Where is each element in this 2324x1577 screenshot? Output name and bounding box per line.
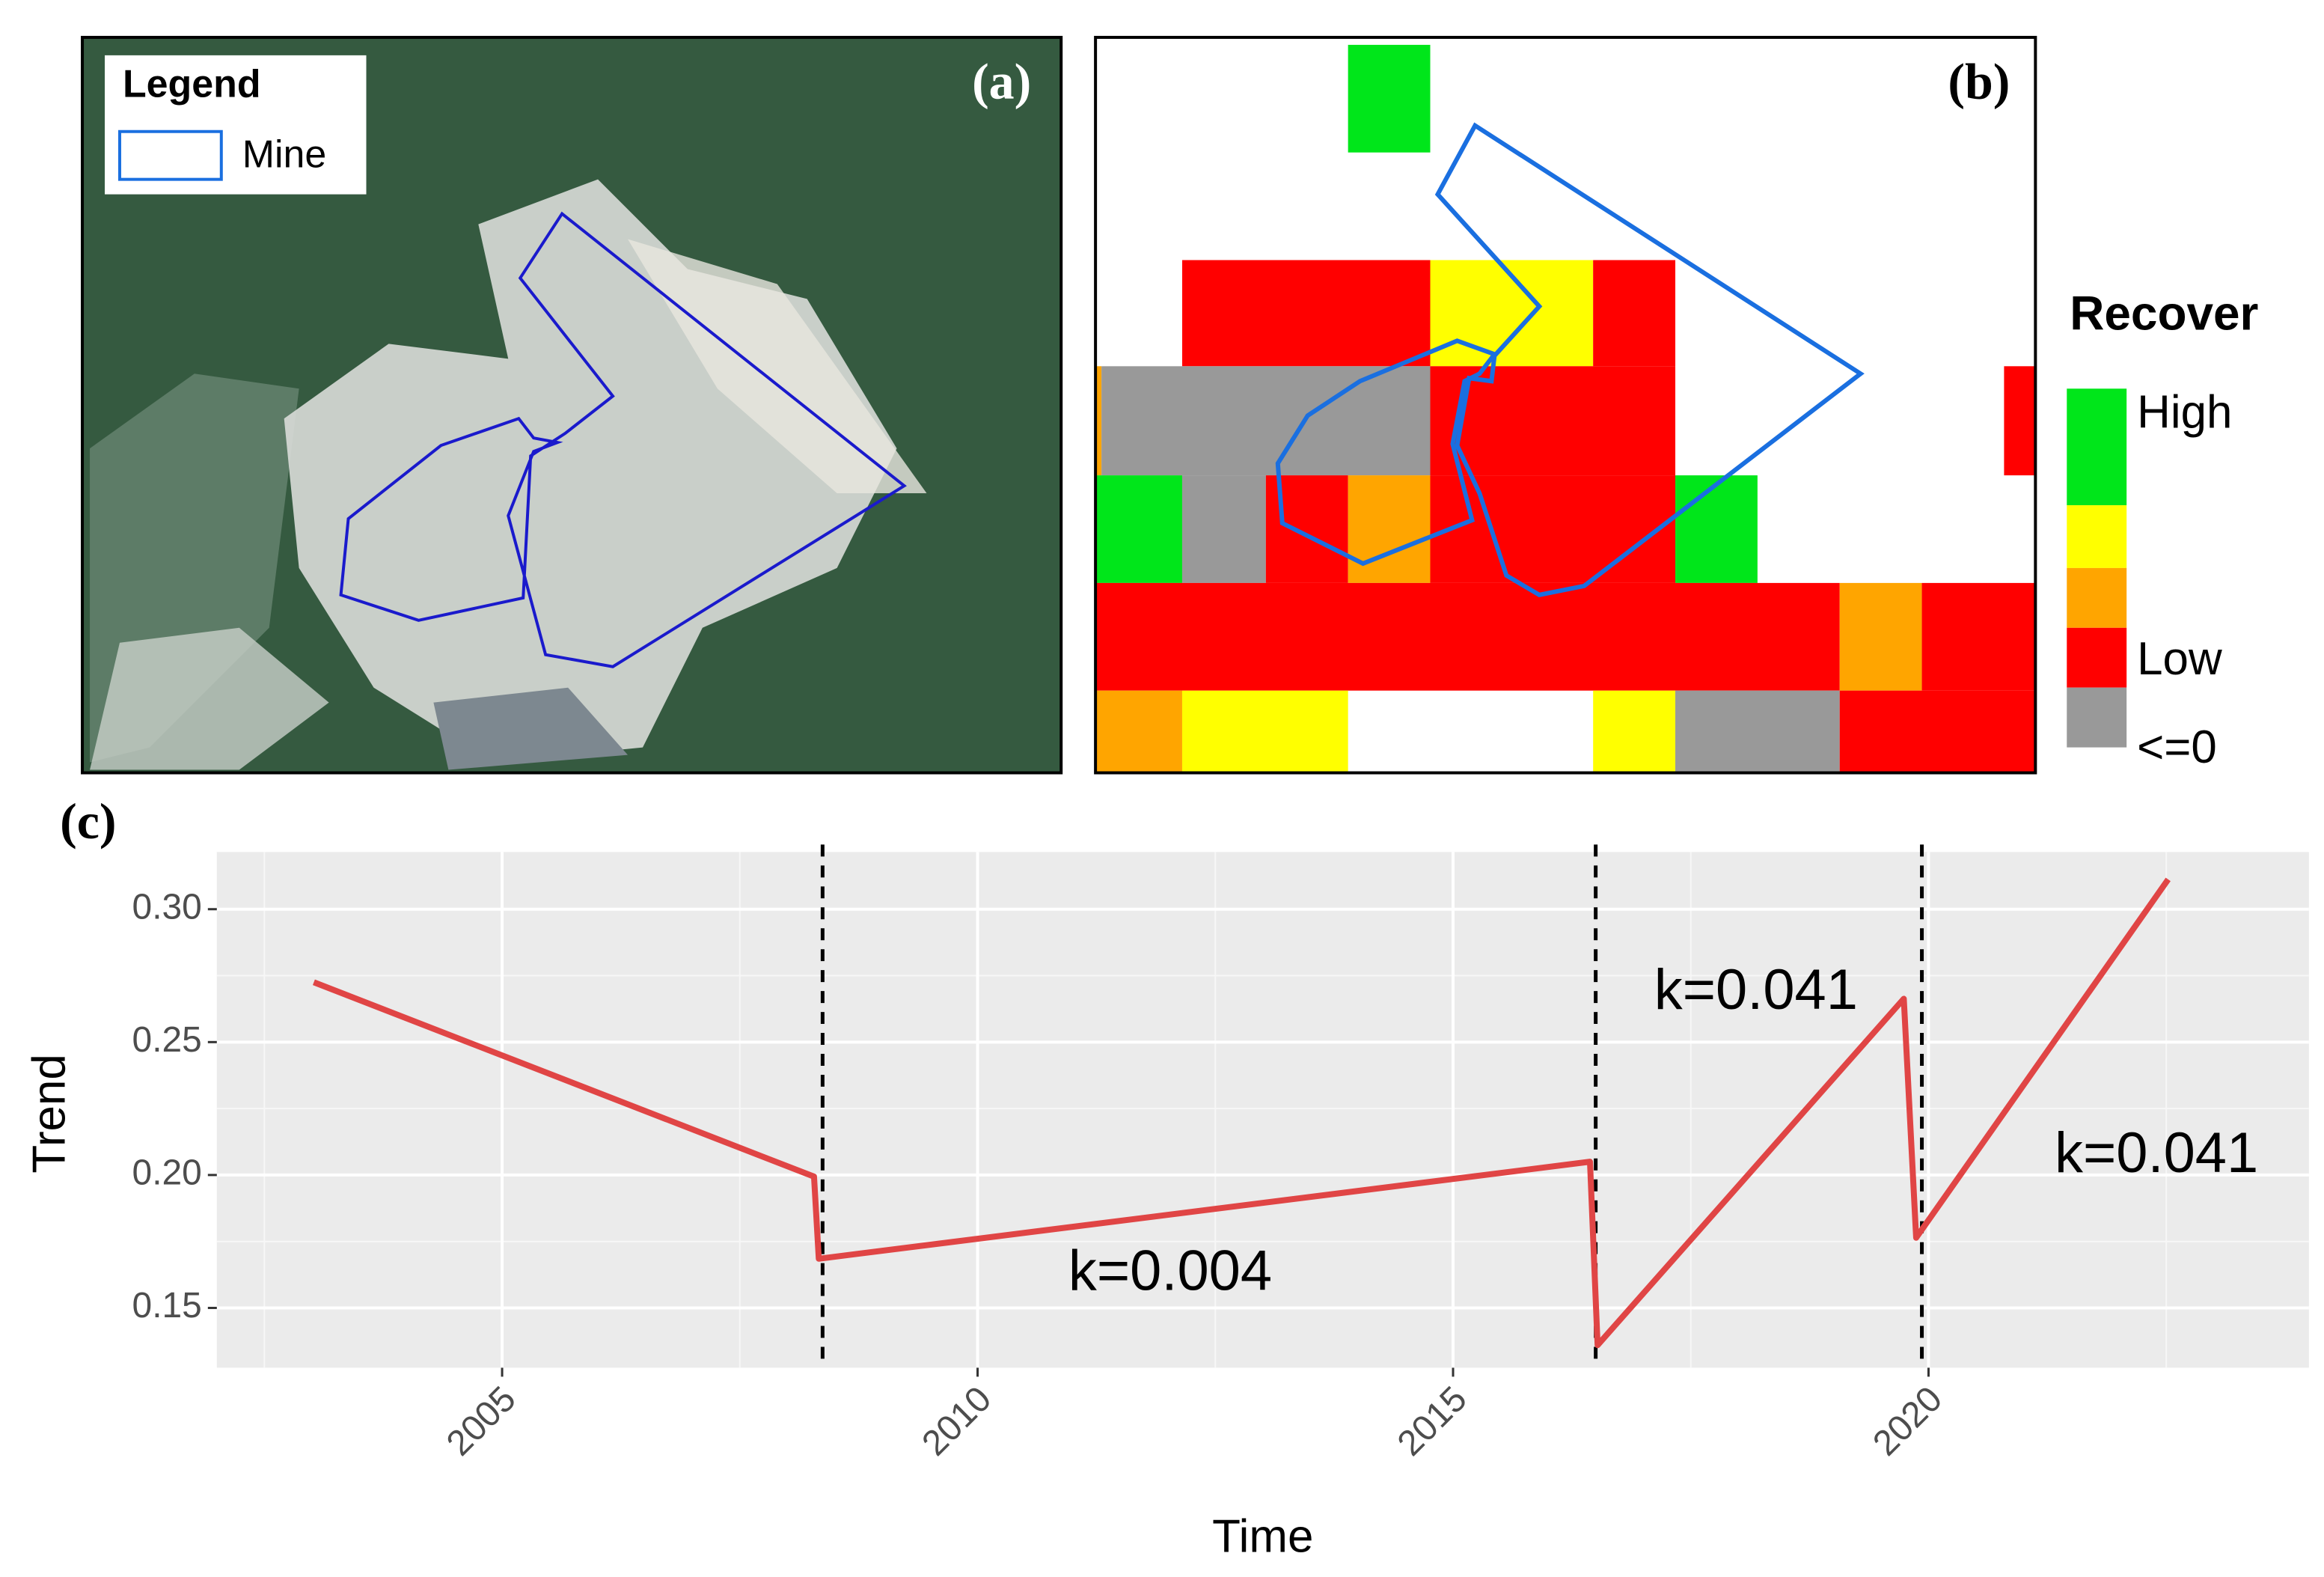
- bare-ground: [90, 627, 329, 770]
- panel-a: Legend Mine (a): [81, 35, 1063, 775]
- trend-line: [312, 877, 2171, 1349]
- legend-swatch: [2067, 388, 2127, 506]
- annotation: k=0.004: [1068, 1239, 1272, 1303]
- raster-cell: [2004, 366, 2036, 476]
- raster-cell: [1095, 366, 1102, 476]
- panel-frame: [1094, 35, 2037, 775]
- raster-cell: [1348, 475, 1431, 583]
- mine-outline: [339, 211, 907, 668]
- panel-label: (a): [972, 52, 1031, 109]
- panel-frame: [81, 35, 1063, 775]
- y-tick-label: 0.25: [132, 1020, 202, 1060]
- x-tick-label: 2005: [439, 1379, 524, 1464]
- raster-cell: [1095, 582, 1840, 691]
- x-axis-title: Time: [1212, 1510, 1313, 1562]
- legend-label: <=0: [2137, 722, 2217, 773]
- raster-cell: [1430, 366, 1676, 476]
- legend-swatch: [117, 129, 223, 181]
- panel-label: (b): [1948, 52, 2010, 109]
- x-tick-label: 2010: [914, 1379, 999, 1464]
- legend-title: Recover: [2070, 286, 2258, 340]
- legend-swatch: [2067, 505, 2127, 568]
- raster-cell: [1593, 690, 1676, 773]
- legend-label: Low: [2137, 633, 2222, 685]
- y-axis-title: Trend: [23, 1054, 75, 1173]
- raster-cell: [1181, 690, 1348, 773]
- raster-cell: [1921, 582, 2036, 691]
- legend-swatch: [2067, 627, 2127, 688]
- raster-cell: [1095, 690, 1182, 773]
- legend-swatch: [2067, 567, 2127, 628]
- plot-background: [216, 852, 2309, 1368]
- annotation: k=0.041: [1654, 958, 1858, 1022]
- raster-cell: [1181, 260, 1431, 367]
- raster-cell: [1095, 475, 1182, 583]
- panel-b-overlay: (b) Recover High Low <=0: [1094, 35, 2258, 775]
- legend-title: Legend: [123, 63, 261, 106]
- y-tick-label: 0.20: [132, 1153, 202, 1193]
- raster-cell: [1839, 582, 1922, 691]
- x-tick-label: 2015: [1390, 1379, 1475, 1464]
- panel-b: [1095, 37, 2036, 773]
- annotation: k=0.041: [2055, 1121, 2258, 1185]
- x-tick-label: 2020: [1865, 1379, 1950, 1464]
- y-tick-label: 0.15: [132, 1286, 202, 1326]
- raster-cell: [1430, 475, 1676, 583]
- village: [433, 687, 629, 770]
- panel-c: (c) Time Trend 0.15 0.20 0.25 0.30 2005 2010 2…: [23, 793, 2309, 1562]
- raster-cell: [1593, 260, 1676, 367]
- legend-swatch: [2067, 687, 2127, 748]
- legend-box: [105, 55, 367, 195]
- y-tick-label: 0.30: [132, 887, 202, 927]
- mine-outline: [1275, 122, 1865, 598]
- raster-cell: [1348, 44, 1431, 153]
- panel-label: (c): [60, 793, 116, 849]
- raster-cell: [1675, 690, 1840, 773]
- bare-ground: [628, 239, 927, 494]
- raster-cell: [1675, 475, 1758, 583]
- legend-label: High: [2137, 387, 2232, 439]
- raster-cell: [1101, 366, 1431, 476]
- raster-cell: [1181, 475, 1266, 583]
- legend-label: Mine: [242, 132, 327, 176]
- raster-cell: [1839, 690, 2036, 773]
